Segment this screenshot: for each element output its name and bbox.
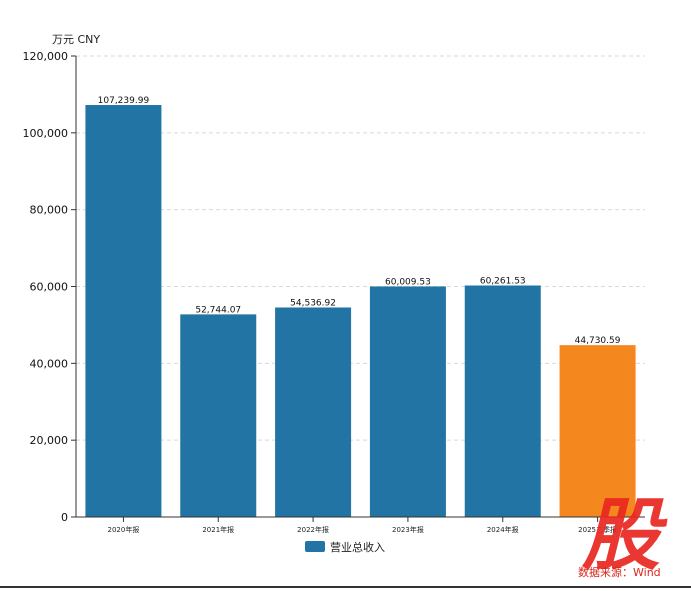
watermark: 股 数据来源：Wind — [578, 491, 668, 581]
bottom-divider — [0, 586, 691, 588]
x-tick-label: 2024年报 — [487, 525, 519, 534]
bar[interactable] — [275, 307, 352, 517]
bars-group — [85, 105, 636, 517]
legend-swatch — [305, 541, 325, 552]
watermark-logo-glyph: 股 — [581, 491, 668, 581]
bar-value-label: 44,730.59 — [575, 336, 621, 346]
y-tick-label: 0 — [61, 511, 68, 524]
bar[interactable] — [85, 105, 162, 517]
y-tick-label: 100,000 — [23, 127, 69, 140]
bar[interactable] — [559, 345, 636, 517]
bar-value-label: 52,744.07 — [195, 305, 241, 315]
x-tick-label: 2021年报 — [202, 525, 234, 534]
bar[interactable] — [180, 314, 257, 517]
value-labels-group: 107,239.99 52,744.07 54,536.92 60,009.53 60,… — [98, 96, 621, 346]
x-tick-label: 2023年报 — [392, 525, 424, 534]
bar-value-label: 60,261.53 — [480, 276, 526, 286]
bar-value-label: 54,536.92 — [290, 298, 336, 308]
y-tick-label: 80,000 — [30, 204, 69, 217]
y-axis-unit-label: 万元 CNY — [52, 33, 100, 46]
y-tick-label: 120,000 — [23, 50, 69, 63]
x-tick-label: 2020年报 — [108, 525, 140, 534]
y-tick-label: 60,000 — [30, 281, 69, 294]
x-axis-ticks: 2020年报 2021年报 2022年报 2023年报 2024年报 2025三季报 — [108, 517, 617, 534]
grid-lines — [76, 55, 645, 441]
bar[interactable] — [464, 285, 541, 517]
x-tick-label: 2025三季报 — [578, 525, 617, 534]
legend-label: 营业总收入 — [330, 540, 385, 554]
y-axis-ticks: 0 20,000 40,000 60,000 80,000 100,000 120,000 — [23, 50, 76, 524]
watermark-source-text: 数据来源：Wind — [578, 565, 661, 579]
bar[interactable] — [369, 286, 446, 517]
x-tick-label: 2022年报 — [297, 525, 329, 534]
y-tick-label: 40,000 — [30, 357, 69, 370]
y-tick-label: 20,000 — [30, 434, 69, 447]
bar-value-label: 107,239.99 — [98, 96, 150, 106]
bar-value-label: 60,009.53 — [385, 277, 431, 287]
legend[interactable]: 营业总收入 — [305, 540, 385, 554]
